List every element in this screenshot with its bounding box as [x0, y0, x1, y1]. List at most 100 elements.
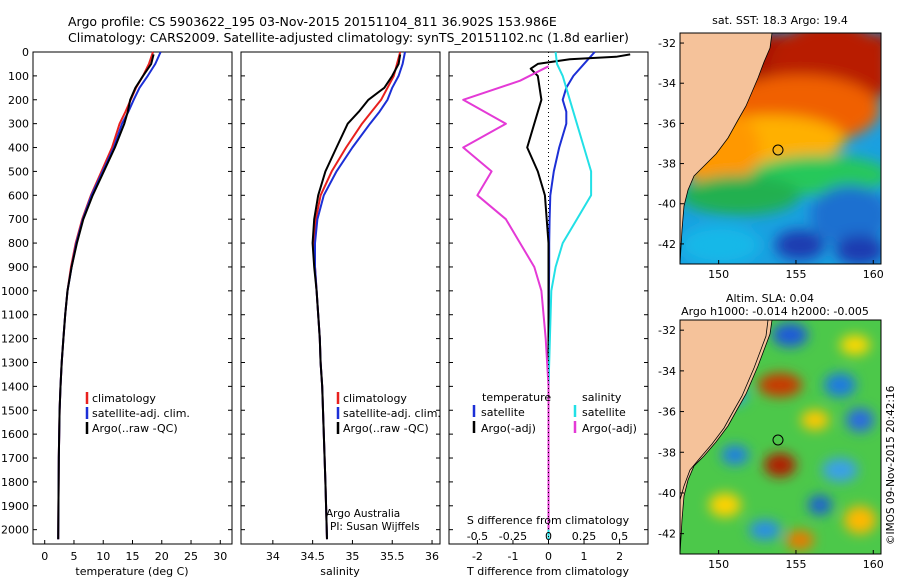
legend-salinity-header: salinity: [582, 391, 622, 404]
header-line-1: Argo profile: CS 5903622_195 03-Nov-2015…: [68, 14, 557, 29]
series-argo-raw-qc-: [57, 54, 155, 540]
x-tick-label: 5: [70, 550, 77, 563]
sst-map: [680, 33, 881, 264]
lat-tick-label: -38: [658, 158, 676, 171]
sst-map-axes: 150 155 160 -32 -34 -36 -38 -40 -42: [658, 37, 884, 281]
depth-tick-label: 100: [8, 70, 29, 83]
depth-tick-label: 1900: [1, 500, 29, 513]
legend-t-argo: Argo(-adj): [481, 422, 536, 435]
s-diff-tick-label: 0.25: [572, 530, 597, 543]
depth-tick-label: 1500: [1, 404, 29, 417]
x-tick-label: 36: [425, 550, 439, 563]
series-climatology: [313, 51, 402, 540]
s-diff-tick-label: -0.5: [467, 530, 488, 543]
argo-australia-credit: Argo Australia: [326, 508, 400, 520]
salinity-axis-label: salinity: [320, 565, 360, 578]
lat-tick-label: -36: [658, 117, 676, 130]
s-diff-tick-label: 0.5: [611, 530, 629, 543]
s-difference-axis-label: S difference from climatology: [467, 514, 630, 527]
salinity-x-axis: 34 34.5 35 35.5 36: [266, 540, 439, 563]
legend-s-satellite: satellite: [582, 406, 626, 419]
argo-float-marker: [772, 144, 784, 156]
x-tick-label: 25: [184, 550, 198, 563]
depth-tick-label: 300: [8, 118, 29, 131]
imos-timestamp: ©IMOS 09-Nov-2015 20:42:16: [885, 385, 897, 545]
depth-tick-label: 0: [22, 46, 29, 59]
lat-tick-label: -34: [658, 77, 676, 90]
series-argo-adj-: [526, 53, 631, 540]
lat-tick-label: -38: [658, 446, 676, 459]
salinity-panel-frame: [240, 51, 441, 545]
depth-tick-label: 1000: [1, 285, 29, 298]
lon-tick-label: 155: [785, 558, 806, 571]
lat-tick-label: -40: [658, 198, 676, 211]
depth-tick-label: 200: [8, 94, 29, 107]
series-climatology: [57, 51, 154, 540]
sst-map-frame: [679, 32, 882, 265]
legend-t-satellite: satellite: [481, 406, 525, 419]
legend-climatology: climatology: [92, 392, 156, 405]
lon-tick-label: 160: [863, 558, 884, 571]
x-tick-label: 2: [616, 550, 623, 563]
depth-tick-label: 1700: [1, 452, 29, 465]
depth-tick-label: 1400: [1, 380, 29, 393]
sla-map-axes: 150 155 160 -32 -34 -36 -38 -40 -42: [658, 324, 884, 571]
t-difference-axis-label: T difference from climatology: [466, 565, 629, 578]
depth-tick-label: 1600: [1, 428, 29, 441]
depth-tick-label: 1100: [1, 309, 29, 322]
depth-tick-label: 900: [8, 261, 29, 274]
series-salinity-satellite: [547, 51, 593, 540]
series-salinity-argo-adj-: [462, 65, 550, 530]
depth-tick-label: 1200: [1, 333, 29, 346]
depth-tick-label: 1800: [1, 476, 29, 489]
sla-map-frame: [679, 319, 882, 555]
temperature-axis-label: temperature (deg C): [75, 565, 188, 578]
difference-profiles: [462, 51, 631, 540]
series-satellite-adj-clim-: [57, 51, 162, 540]
x-tick-label: 0: [41, 550, 48, 563]
temperature-x-axis: 0 5 10 15 20 25 30: [41, 540, 227, 563]
sla-map-title: Altim. SLA: 0.04: [726, 292, 814, 305]
x-tick-label: 0: [545, 550, 552, 563]
salinity-legend: climatology satellite-adj. clim. Argo(..…: [336, 392, 441, 435]
legend-climatology: climatology: [343, 392, 407, 405]
legend-satellite-adj: satellite-adj. clim.: [92, 407, 190, 420]
x-tick-label: 1: [581, 550, 588, 563]
lat-tick-label: -42: [658, 238, 676, 251]
legend-satellite-adj: satellite-adj. clim.: [343, 407, 441, 420]
x-tick-label: 20: [155, 550, 169, 563]
sst-land: [680, 33, 773, 264]
depth-tick-label: 2000: [1, 524, 29, 537]
salinity-profiles: [311, 51, 406, 540]
depth-tick-label: 700: [8, 213, 29, 226]
lat-tick-label: -34: [658, 365, 676, 378]
lon-tick-label: 155: [785, 268, 806, 281]
lat-tick-label: -42: [658, 528, 676, 541]
x-tick-label: 15: [126, 550, 140, 563]
temperature-panel-frame: [32, 51, 233, 545]
sla-1000m-contour: [680, 320, 769, 501]
x-tick-label: 30: [213, 550, 227, 563]
x-tick-label: 35: [345, 550, 359, 563]
legend-argo: Argo(..raw -QC): [343, 422, 429, 435]
x-tick-label: 34: [266, 550, 280, 563]
sla-map: [680, 320, 881, 554]
sla-land: [680, 320, 773, 554]
depth-tick-label: 500: [8, 165, 29, 178]
difference-legend: temperature salinity satellite Argo(-adj…: [472, 391, 637, 435]
temperature-legend: climatology satellite-adj. clim. Argo(..…: [85, 392, 190, 435]
series-satellite: [547, 51, 596, 540]
temperature-profiles: [57, 51, 162, 540]
lat-tick-label: -32: [658, 324, 676, 337]
x-tick-label: 35.5: [380, 550, 405, 563]
series-argo-raw-qc-: [311, 54, 402, 540]
depth-tick-label: 400: [8, 142, 29, 155]
pi-credit: PI: Susan Wijffels: [330, 521, 420, 533]
depth-tick-label: 1300: [1, 356, 29, 369]
legend-s-argo: Argo(-adj): [582, 422, 637, 435]
sst-map-title: sat. SST: 18.3 Argo: 19.4: [712, 14, 848, 27]
x-tick-label: 10: [96, 550, 110, 563]
lat-tick-label: -40: [658, 487, 676, 500]
